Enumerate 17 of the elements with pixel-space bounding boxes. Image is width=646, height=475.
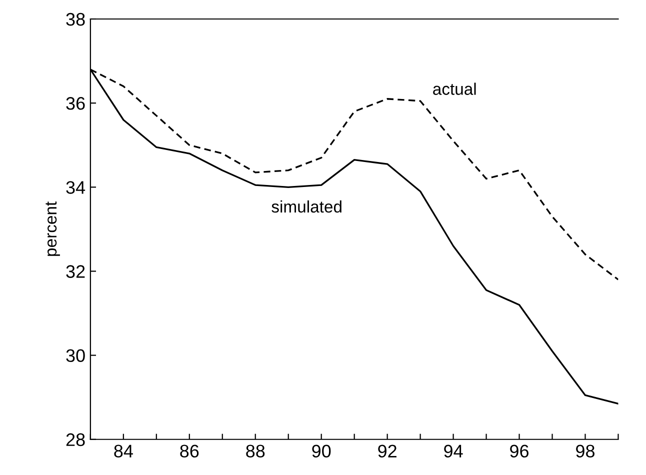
x-tick-label: 92 — [378, 444, 396, 458]
x-tick-label: 94 — [444, 444, 463, 458]
x-tick-label: 86 — [180, 444, 199, 458]
y-tick-label: 34 — [66, 181, 86, 194]
y-axis-title: percent — [46, 202, 60, 256]
annotation: actual — [433, 82, 476, 95]
y-tick-label: 30 — [66, 349, 85, 362]
x-tick-label: 96 — [510, 444, 529, 458]
y-tick-label: 36 — [66, 97, 85, 110]
y-tick-label: 28 — [66, 433, 85, 446]
x-tick-label: 84 — [114, 444, 133, 458]
annotation: simulated — [272, 200, 342, 213]
y-tick-label: 32 — [66, 265, 85, 278]
x-tick-label: 88 — [246, 444, 265, 458]
x-tick-label: 98 — [576, 444, 594, 458]
y-tick-label: 38 — [66, 12, 85, 26]
x-tick-label: 90 — [312, 444, 331, 458]
